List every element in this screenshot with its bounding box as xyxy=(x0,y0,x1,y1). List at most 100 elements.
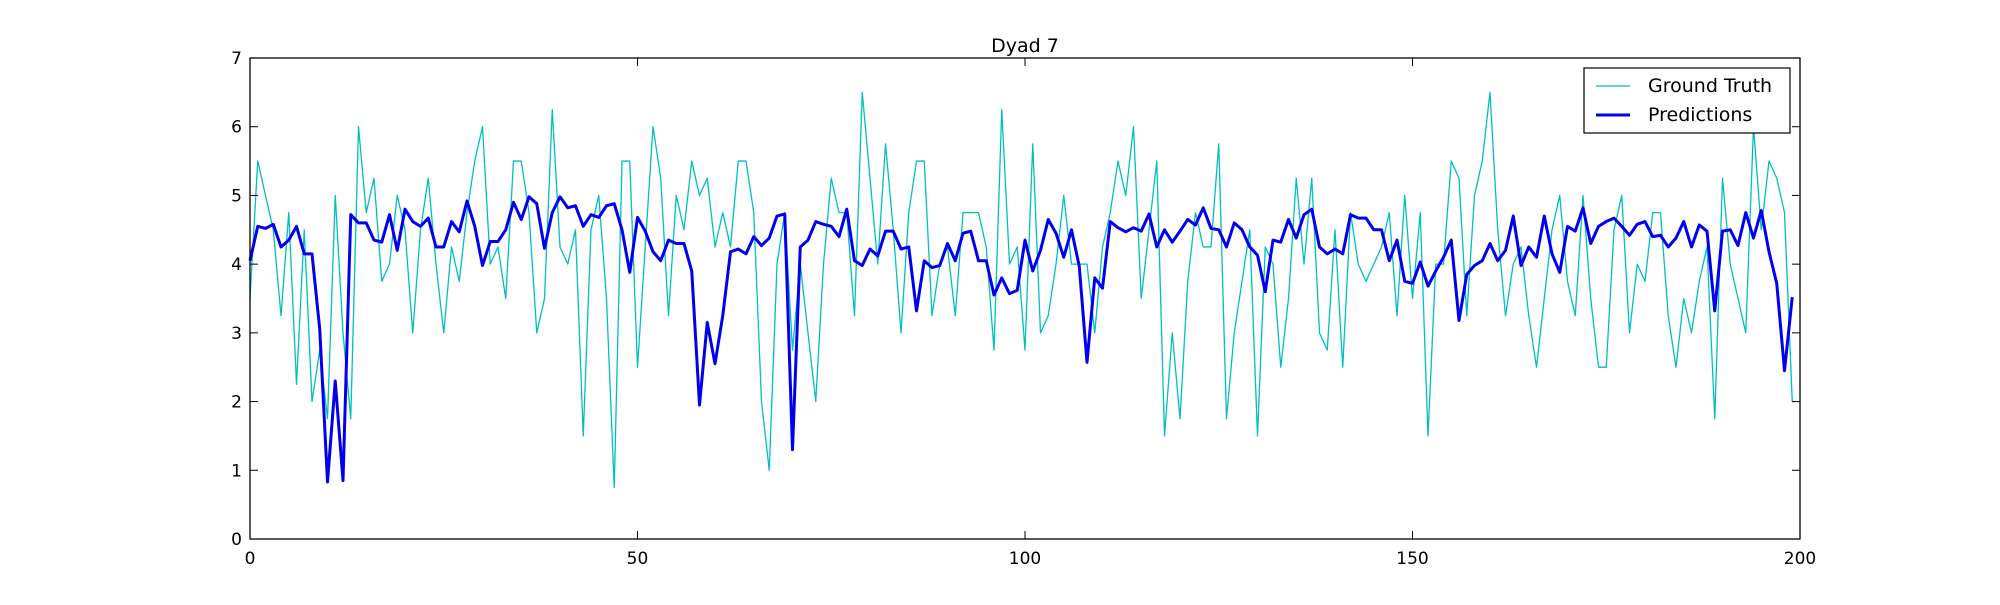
data-point xyxy=(598,194,600,196)
data-point xyxy=(598,216,600,218)
data-point xyxy=(427,217,429,219)
data-point xyxy=(1218,229,1220,231)
data-point xyxy=(877,255,879,257)
data-point xyxy=(706,321,708,323)
data-point xyxy=(737,248,739,250)
data-point xyxy=(1342,366,1344,368)
data-point xyxy=(1032,143,1034,145)
data-point xyxy=(1543,215,1545,217)
data-point xyxy=(908,246,910,248)
data-point xyxy=(1287,218,1289,220)
data-point xyxy=(652,251,654,253)
data-point xyxy=(474,225,476,227)
data-point xyxy=(520,160,522,162)
data-point xyxy=(342,332,344,334)
data-point xyxy=(303,229,305,231)
data-point xyxy=(985,246,987,248)
data-point xyxy=(1566,280,1568,282)
data-point xyxy=(272,223,274,225)
data-point xyxy=(334,194,336,196)
data-point xyxy=(1520,246,1522,248)
data-point xyxy=(1605,220,1607,222)
data-point xyxy=(1574,230,1576,232)
data-point xyxy=(1543,297,1545,299)
data-point xyxy=(605,205,607,207)
data-point xyxy=(629,160,631,162)
data-point xyxy=(1047,314,1049,316)
data-point xyxy=(1504,314,1506,316)
data-point xyxy=(1125,194,1127,196)
data-point xyxy=(419,229,421,231)
data-point xyxy=(1365,217,1367,219)
data-point xyxy=(923,160,925,162)
data-point xyxy=(1776,282,1778,284)
data-point xyxy=(884,230,886,232)
data-point xyxy=(1690,332,1692,334)
data-point xyxy=(652,126,654,128)
data-point xyxy=(737,160,739,162)
data-point xyxy=(1055,232,1057,234)
data-point xyxy=(1621,225,1623,227)
data-point xyxy=(1481,160,1483,162)
data-point xyxy=(908,211,910,213)
data-point xyxy=(954,314,956,316)
data-point xyxy=(1318,332,1320,334)
data-point xyxy=(1512,263,1514,265)
y-tick-label: 5 xyxy=(231,186,242,206)
data-point xyxy=(1528,246,1530,248)
data-point xyxy=(1148,229,1150,231)
legend: Ground Truth Predictions xyxy=(1583,67,1791,134)
data-point xyxy=(675,194,677,196)
data-point xyxy=(1791,296,1793,298)
data-point xyxy=(1063,194,1065,196)
data-point xyxy=(939,264,941,266)
data-point xyxy=(373,177,375,179)
data-point xyxy=(528,211,530,213)
x-tick-label: 100 xyxy=(1009,549,1041,569)
data-point xyxy=(830,225,832,227)
data-point xyxy=(474,160,476,162)
data-point xyxy=(1272,239,1274,241)
data-point xyxy=(288,239,290,241)
data-point xyxy=(481,126,483,128)
data-point xyxy=(1714,418,1716,420)
data-point xyxy=(1752,237,1754,239)
data-point xyxy=(1210,227,1212,229)
data-point xyxy=(962,232,964,234)
data-point xyxy=(1458,319,1460,321)
data-point xyxy=(714,246,716,248)
data-point xyxy=(954,260,956,262)
data-point xyxy=(1729,229,1731,231)
data-point xyxy=(1566,225,1568,227)
data-point xyxy=(1721,177,1723,179)
data-point xyxy=(698,194,700,196)
data-point xyxy=(931,314,933,316)
data-point xyxy=(1636,223,1638,225)
data-point xyxy=(753,211,755,213)
data-point xyxy=(1132,126,1134,128)
data-point xyxy=(1597,366,1599,368)
data-point xyxy=(1117,160,1119,162)
data-point xyxy=(1559,271,1561,273)
data-point xyxy=(1497,260,1499,262)
data-point xyxy=(1171,241,1173,243)
data-point xyxy=(993,294,995,296)
data-point xyxy=(365,211,367,213)
data-point xyxy=(404,229,406,231)
data-point xyxy=(1225,246,1227,248)
data-point xyxy=(776,215,778,217)
data-point xyxy=(1442,256,1444,258)
data-point xyxy=(1086,361,1088,363)
data-point xyxy=(799,246,801,248)
data-point xyxy=(257,160,259,162)
data-point xyxy=(1380,229,1382,231)
data-point xyxy=(629,271,631,273)
data-point xyxy=(1039,249,1041,251)
data-point xyxy=(884,143,886,145)
data-point xyxy=(1218,143,1220,145)
data-point xyxy=(574,229,576,231)
data-point xyxy=(1264,290,1266,292)
data-point xyxy=(1334,229,1336,231)
chart-title: Dyad 7 xyxy=(991,35,1059,57)
